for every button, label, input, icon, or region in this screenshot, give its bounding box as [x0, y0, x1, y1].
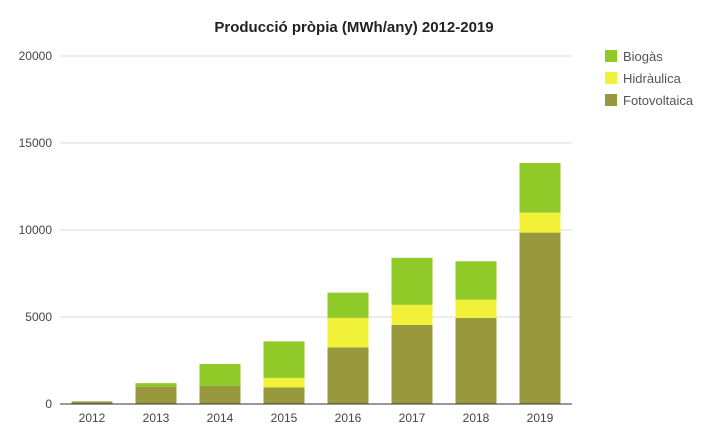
bar-segment	[263, 377, 305, 388]
bar-segment	[263, 341, 305, 378]
bar-segment	[391, 324, 433, 404]
bar-segment	[455, 317, 497, 404]
x-tick-label: 2016	[335, 411, 362, 425]
legend-swatch	[605, 50, 617, 62]
x-tick-label: 2019	[527, 411, 554, 425]
y-tick-label: 15000	[19, 136, 53, 150]
bar-segment	[71, 401, 113, 404]
legend-swatch	[605, 72, 617, 84]
bar-segment	[135, 386, 177, 404]
bar-segment	[199, 363, 241, 386]
bars	[71, 163, 561, 404]
bar-segment	[327, 292, 369, 318]
x-tick-label: 2018	[463, 411, 490, 425]
x-tick-label: 2017	[399, 411, 426, 425]
bar-segment	[519, 212, 561, 233]
legend-label: Fotovoltaica	[623, 93, 694, 108]
x-tick-label: 2012	[79, 411, 106, 425]
legend: Biogàs Hidràulica Fotovoltaica	[605, 49, 694, 108]
bar-segment	[391, 304, 433, 325]
bar-segment	[135, 383, 177, 387]
x-tick-label: 2013	[143, 411, 170, 425]
y-tick-label: 20000	[19, 49, 53, 63]
y-tick-label: 10000	[19, 223, 53, 237]
legend-swatch	[605, 94, 617, 106]
y-tick-label: 0	[45, 397, 52, 411]
legend-label: Biogàs	[623, 49, 663, 64]
x-axis-ticks: 2012 2013 2014 2015 2016 2017 2018 2019	[79, 411, 554, 425]
bar-segment	[327, 317, 369, 348]
bar-segment	[455, 261, 497, 300]
bar-segment	[199, 385, 241, 404]
bar-segment	[327, 347, 369, 404]
x-tick-label: 2015	[271, 411, 298, 425]
bar-segment	[263, 387, 305, 404]
bar-segment	[391, 257, 433, 305]
legend-label: Hidràulica	[623, 71, 682, 86]
bar-segment	[519, 232, 561, 404]
y-tick-label: 5000	[25, 310, 52, 324]
x-tick-label: 2014	[207, 411, 234, 425]
bar-segment	[519, 163, 561, 213]
chart-title: Producció pròpia (MWh/any) 2012-2019	[214, 19, 493, 36]
bar-segment	[455, 299, 497, 318]
y-axis-ticks: 0 5000 10000 15000 20000	[19, 49, 53, 411]
